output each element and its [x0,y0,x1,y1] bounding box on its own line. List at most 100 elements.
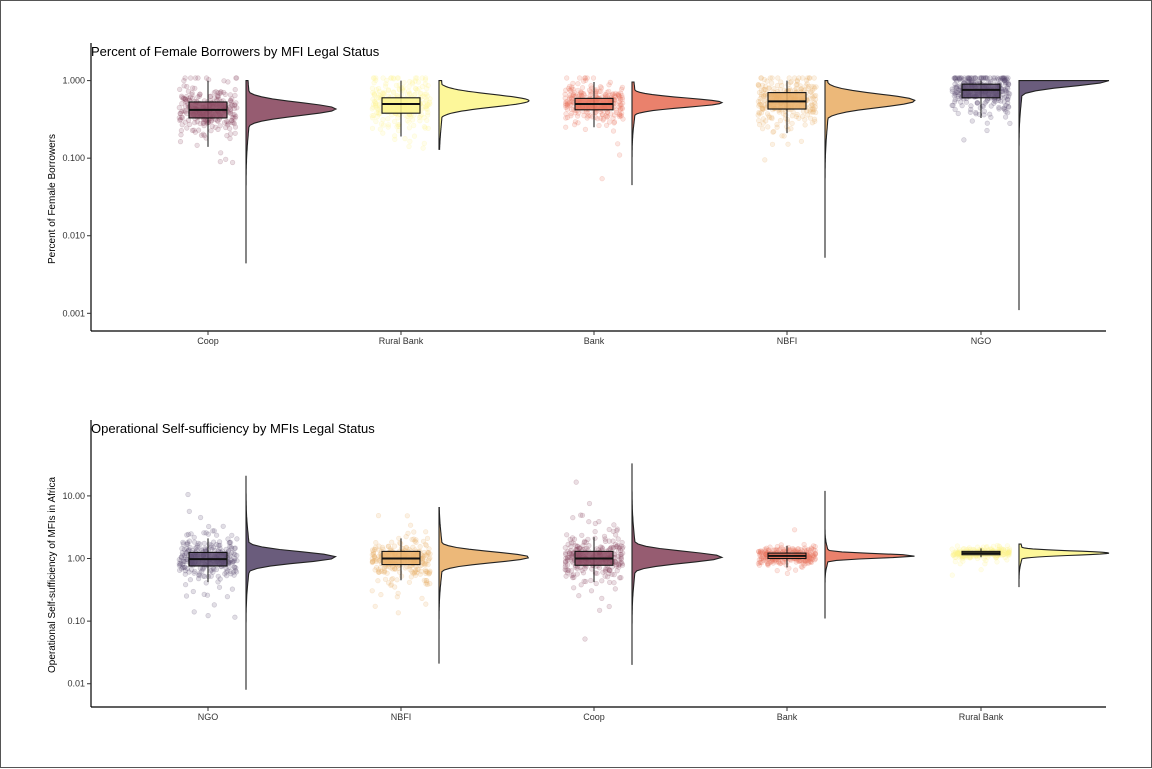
data-point [616,561,622,568]
data-point [576,545,582,551]
data-point [374,110,380,116]
data-point [990,75,996,81]
data-point [596,518,602,525]
data-point [798,547,804,553]
data-point [410,81,416,87]
data-point [579,567,585,574]
data-point [232,86,238,93]
data-point [390,566,396,572]
data-point [616,92,622,99]
data-point [564,99,570,105]
data-point [806,75,812,81]
data-point [813,92,819,99]
x-tick-label: NBFI [777,336,798,346]
data-point [994,75,1001,81]
data-point [420,93,426,99]
data-point [568,102,574,108]
data-point [991,77,997,83]
data-point [1007,120,1013,126]
data-point [599,112,605,118]
data-point [227,110,234,117]
data-point [421,124,428,130]
data-point [758,556,764,562]
data-point [193,545,199,551]
data-point [369,559,375,566]
data-point [799,75,806,81]
density-cloud [631,463,724,665]
data-point [581,539,587,546]
data-point [228,553,234,559]
data-point [958,75,965,81]
data-point [224,594,230,600]
data-point [197,91,203,97]
data-point [611,119,618,125]
data-point [774,124,780,130]
data-point [583,539,589,546]
data-point [787,547,794,553]
data-point [617,575,623,581]
data-point [177,86,183,92]
data-point [404,117,410,124]
data-point [426,570,432,577]
data-point [232,567,238,574]
data-point [794,77,800,84]
data-point [798,138,805,144]
data-point [803,83,809,89]
data-point [177,139,184,145]
data-point [954,85,960,91]
data-point [1004,557,1010,563]
data-point [184,93,190,100]
data-point [798,86,804,92]
data-point [617,547,624,554]
data-point [378,564,384,571]
data-point [395,590,401,596]
data-point [370,101,377,108]
data-point [599,578,605,584]
data-point [568,106,575,112]
data-point [369,547,376,553]
data-point [198,132,205,138]
data-point [756,562,763,568]
data-point [389,576,395,583]
data-point [562,545,568,551]
data-point [789,113,795,119]
data-point [997,77,1004,83]
data-point [229,532,235,538]
data-point [603,122,610,128]
data-point [194,142,200,148]
data-point [958,75,964,81]
data-point [563,124,569,130]
data-point [373,77,379,83]
data-point [420,555,426,561]
data-point [232,130,238,136]
data-point [178,554,185,560]
data-point [565,100,571,106]
data-point [217,545,223,551]
data-point [567,94,573,100]
data-point [232,555,238,562]
data-point [369,85,376,91]
data-point [568,113,574,119]
data-point [564,102,570,108]
data-point [809,101,815,107]
data-point [785,141,791,147]
data-point [982,75,988,81]
data-point [978,567,984,573]
data-point [401,79,407,86]
data-point [385,543,392,549]
data-point [794,78,801,85]
data-point [599,176,605,182]
data-point [380,130,386,136]
data-point [949,88,955,94]
data-point [423,105,429,112]
data-point [799,564,805,570]
data-point [1004,77,1010,83]
data-point [760,116,766,122]
data-point [606,603,612,610]
data-point [423,98,429,104]
data-point [617,105,624,112]
data-point [765,560,772,567]
data-point [794,81,800,88]
data-point [371,558,377,564]
